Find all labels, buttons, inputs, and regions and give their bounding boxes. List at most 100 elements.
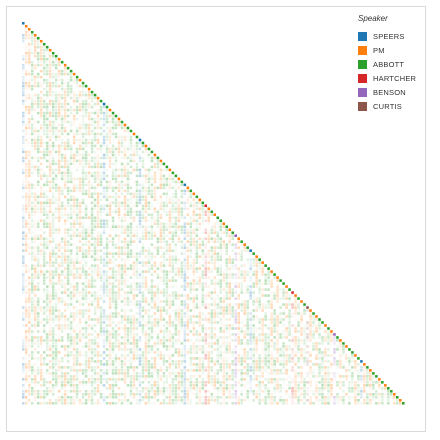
matrix-cell: [111, 252, 115, 255]
diagonal-cell: [84, 84, 88, 88]
matrix-cell: [42, 153, 46, 157]
matrix-cell: [76, 193, 79, 196]
matrix-cell: [39, 189, 43, 193]
matrix-cell: [69, 153, 73, 157]
matrix-cell: [171, 222, 175, 226]
matrix-cell: [153, 270, 157, 273]
matrix-cell: [147, 174, 151, 178]
matrix-cell: [166, 219, 169, 222]
matrix-cell: [178, 282, 181, 285]
matrix-cell: [243, 285, 246, 288]
matrix-cell: [79, 264, 82, 267]
matrix-cell: [73, 249, 76, 252]
matrix-cell: [70, 100, 73, 103]
matrix-cell: [177, 219, 181, 223]
matrix-cell: [255, 306, 258, 309]
matrix-cell: [112, 139, 115, 142]
matrix-cell: [69, 234, 73, 237]
matrix-cell: [93, 222, 97, 226]
matrix-cell: [24, 270, 28, 273]
matrix-cell: [129, 267, 133, 270]
matrix-cell: [106, 267, 109, 270]
matrix-cell: [51, 162, 55, 166]
matrix-cell: [237, 267, 240, 270]
matrix-cell: [48, 126, 52, 130]
matrix-cell: [123, 126, 127, 130]
diagonal-cell: [279, 279, 282, 282]
matrix-cell: [93, 255, 97, 258]
matrix-cell: [39, 144, 43, 148]
matrix-cell: [25, 294, 28, 297]
matrix-cell: [24, 207, 28, 211]
matrix-cell: [67, 70, 70, 73]
matrix-cell: [79, 315, 82, 318]
matrix-cell: [42, 126, 46, 130]
matrix-cell: [54, 186, 58, 190]
matrix-cell: [237, 300, 240, 303]
matrix-cell: [138, 306, 142, 309]
matrix-cell: [138, 159, 142, 163]
matrix-cell: [243, 267, 246, 270]
matrix-cell: [168, 174, 172, 178]
matrix-cell: [115, 249, 118, 252]
matrix-cell: [105, 204, 109, 208]
matrix-cell: [114, 198, 118, 202]
matrix-cell: [180, 192, 184, 196]
matrix-cell: [270, 300, 273, 303]
matrix-cell: [31, 58, 34, 61]
matrix-cell: [138, 261, 142, 264]
matrix-cell: [30, 234, 34, 237]
matrix-cell: [63, 243, 67, 246]
matrix-cell: [102, 222, 106, 226]
matrix-cell: [90, 225, 94, 229]
diagonal-cell: [96, 96, 100, 100]
matrix-cell: [87, 279, 91, 282]
matrix-cell: [24, 177, 28, 181]
matrix-cell: [168, 243, 172, 246]
matrix-cell: [258, 312, 261, 315]
matrix-cell: [187, 243, 190, 246]
matrix-cell: [22, 109, 25, 112]
matrix-cell: [177, 294, 181, 297]
matrix-cell: [115, 282, 118, 285]
matrix-cell: [117, 303, 121, 306]
matrix-cell: [132, 168, 136, 172]
matrix-cell: [198, 276, 202, 279]
matrix-cell: [94, 261, 97, 264]
matrix-cell: [231, 249, 234, 252]
matrix-cell: [61, 151, 64, 154]
matrix-cell: [84, 111, 88, 115]
matrix-cell: [81, 180, 85, 184]
matrix-cell: [225, 261, 229, 264]
matrix-cell: [51, 249, 55, 252]
matrix-cell: [115, 288, 118, 291]
matrix-cell: [168, 297, 172, 300]
matrix-cell: [51, 105, 55, 109]
matrix-cell: [42, 261, 46, 264]
matrix-cell: [198, 255, 202, 258]
matrix-cell: [216, 240, 220, 243]
matrix-cell: [147, 249, 151, 252]
matrix-cell: [37, 291, 40, 294]
matrix-cell: [57, 63, 61, 67]
matrix-cell: [267, 276, 270, 279]
matrix-cell: [201, 249, 205, 252]
matrix-cell: [28, 46, 31, 49]
matrix-cell: [177, 315, 181, 318]
matrix-cell: [105, 222, 109, 226]
matrix-cell: [60, 318, 64, 321]
matrix-cell: [127, 160, 130, 163]
matrix-cell: [103, 297, 106, 300]
matrix-cell: [190, 306, 193, 309]
matrix-cell: [75, 201, 79, 205]
matrix-cell: [75, 216, 79, 220]
matrix-cell: [90, 129, 94, 133]
matrix-cell: [42, 300, 46, 303]
matrix-cell: [69, 261, 73, 264]
matrix-cell: [108, 258, 112, 261]
matrix-cell: [87, 129, 91, 133]
matrix-cell: [144, 219, 148, 223]
matrix-cell: [154, 228, 157, 231]
matrix-cell: [84, 294, 88, 297]
matrix-cell: [192, 210, 196, 214]
